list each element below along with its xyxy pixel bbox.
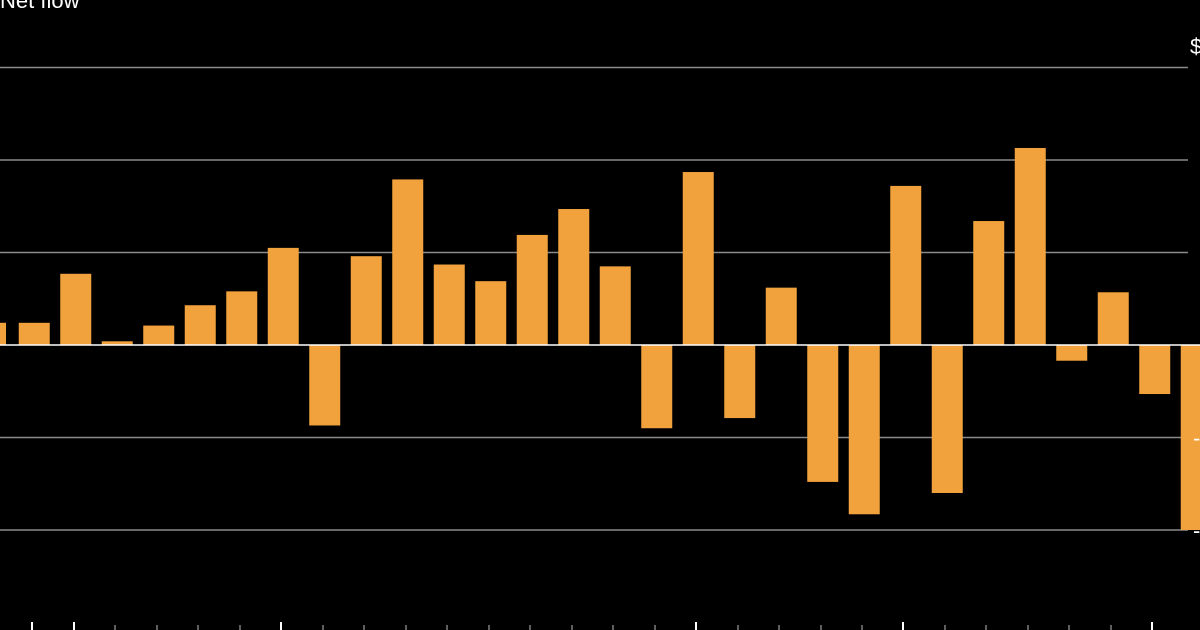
bar [931,345,963,493]
bar [1014,147,1046,345]
x-axis-ticks [31,622,1153,630]
bar [1180,345,1200,530]
bar [973,221,1005,345]
bar [890,185,922,345]
bar [18,322,50,345]
y-tick-label: - [1193,518,1200,543]
bar [475,281,507,345]
bar [60,273,92,345]
bar [558,209,590,345]
bar [1139,345,1171,395]
bar [101,341,133,345]
bar [848,345,880,515]
bar [350,256,382,345]
bar [392,179,424,345]
bar [433,264,465,345]
chart-title: Net flow [0,0,80,13]
bars [0,147,1200,530]
bar [267,247,299,345]
gridlines [0,66,1188,531]
y-tick-label: - [1193,426,1200,451]
bar [143,325,175,345]
bar [682,172,714,345]
bar [1097,292,1129,345]
bar-clipped [0,322,6,345]
y-axis-tick-labels: -- [1193,426,1200,544]
bar [184,305,216,345]
bar [516,234,548,345]
bar [807,345,839,482]
bar [1056,345,1088,361]
bar [226,291,258,345]
bar [724,345,756,419]
bar [599,266,631,345]
y-axis-unit-label: $ [1190,34,1200,59]
bar [309,345,341,426]
bar [765,287,797,345]
bar [641,345,673,429]
